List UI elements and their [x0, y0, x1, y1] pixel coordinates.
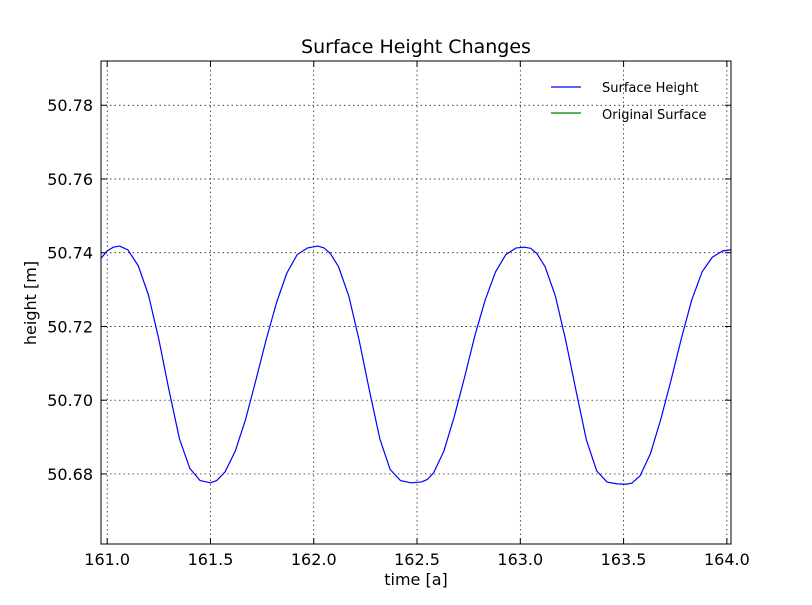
legend-label-original-surface: Original Surface [602, 108, 707, 123]
grid [101, 61, 731, 544]
x-tick-label: 162.0 [291, 550, 337, 569]
x-tick-label: 161.5 [188, 550, 234, 569]
x-tick-label: 162.5 [394, 550, 440, 569]
y-tick-label: 50.76 [47, 170, 93, 189]
x-axis-title: time [a] [384, 570, 448, 589]
x-tick-label: 163.5 [601, 550, 647, 569]
y-tick-labels: 50.68 50.70 50.72 50.74 50.76 50.78 [47, 96, 93, 484]
legend: Surface Height Original Surface [551, 81, 707, 123]
legend-label-surface-height: Surface Height [602, 81, 699, 96]
y-tick-label: 50.70 [47, 391, 93, 410]
chart-title: Surface Height Changes [301, 36, 531, 58]
y-tick-label: 50.72 [47, 317, 93, 336]
x-tick-label: 161.0 [84, 550, 130, 569]
axis-ticks [101, 61, 731, 544]
x-tick-label: 164.0 [704, 550, 750, 569]
plot-frame [100, 60, 732, 545]
y-tick-label: 50.68 [47, 465, 93, 484]
x-tick-label: 163.0 [497, 550, 543, 569]
y-tick-label: 50.78 [47, 96, 93, 115]
y-tick-label: 50.74 [47, 244, 93, 263]
series-line-surface-height [100, 245, 732, 485]
x-tick-labels: 161.0 161.5 162.0 162.5 163.0 163.5 164.0 [84, 550, 749, 569]
y-axis-title: height [m] [21, 261, 40, 345]
series-layer [100, 245, 732, 485]
